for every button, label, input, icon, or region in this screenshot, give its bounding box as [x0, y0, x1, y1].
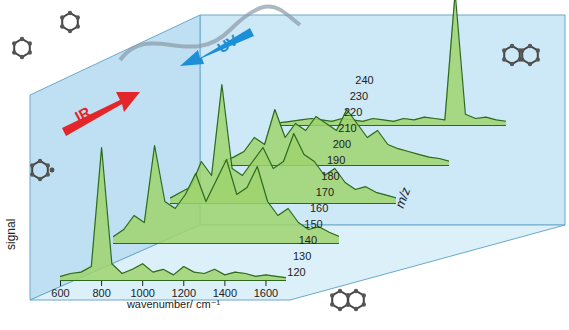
html-text:UV: UV — [214, 31, 241, 57]
svg-text:180: 180 — [321, 170, 339, 182]
svg-text:120: 120 — [287, 266, 305, 278]
svg-text:wavenumber/ cm⁻¹: wavenumber/ cm⁻¹ — [126, 298, 221, 310]
svg-text:220: 220 — [344, 106, 362, 118]
svg-text:150: 150 — [304, 218, 322, 230]
svg-text:130: 130 — [293, 250, 311, 262]
svg-text:1600: 1600 — [254, 287, 278, 299]
svg-text:800: 800 — [92, 287, 110, 299]
svg-text:160: 160 — [310, 202, 328, 214]
html-text:m/z: m/z — [392, 185, 414, 211]
svg-text:140: 140 — [299, 234, 317, 246]
svg-text:1400: 1400 — [212, 287, 238, 300]
svg-text:200: 200 — [333, 138, 351, 150]
svg-text:230: 230 — [350, 90, 368, 102]
svg-text:210: 210 — [338, 122, 356, 134]
svg-text:1000: 1000 — [130, 287, 155, 300]
svg-text:170: 170 — [316, 186, 334, 198]
svg-text:240: 240 — [355, 74, 373, 86]
svg-text:1200: 1200 — [171, 287, 196, 300]
html-text:IR: IR — [72, 103, 94, 125]
svg-text:600: 600 — [51, 287, 69, 299]
html-text:signal: signal — [4, 218, 18, 250]
svg-text:190: 190 — [327, 154, 345, 166]
